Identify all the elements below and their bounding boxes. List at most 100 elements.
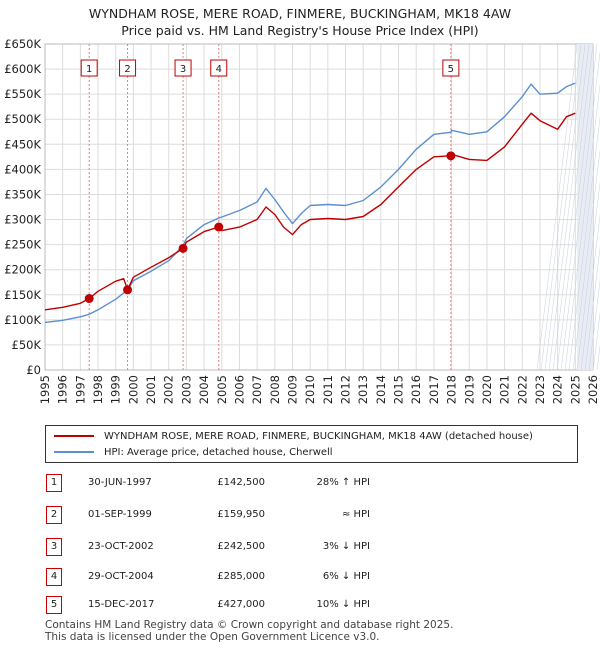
x-tick-label: 2002 [162,375,176,404]
chart-grid [44,43,594,371]
chart-subtitle: Price paid vs. HM Land Registry's House … [121,23,479,38]
x-tick-label: 2015 [392,375,406,404]
x-tick-label: 2011 [321,375,335,404]
price-chart: 1 2 3 4 5 £0 £50K £100K £150K £200K £250K £300K £35… [4,37,600,404]
future-hatch [552,43,594,371]
x-tick-label: 2016 [409,375,423,404]
y-tick-label: £600K [4,62,41,76]
y-tick-label: £300K [4,213,41,227]
sale-badges: 1 2 3 4 5 [80,59,460,77]
sale-badge-label: 1 [86,64,92,75]
y-tick-label: £150K [4,288,41,302]
future-hatch [564,83,600,371]
table-row: 2 01-SEP-1999 £159,950 ≈ HPI [0,506,600,526]
table-row: 4 29-OCT-2004 £285,000 6% ↓ HPI [0,568,600,588]
x-tick-label: 1995 [38,375,52,404]
x-axis: 1995 1996 1997 1998 1999 2000 2001 2002 2003 2004… [38,375,600,404]
row-price: £159,950 [217,509,265,520]
row-number-badge: 4 [46,568,62,586]
future-hatch [588,279,600,371]
future-hatch [584,246,600,371]
chart-legend: WYNDHAM ROSE, MERE ROAD, FINMERE, BUCKIN… [45,425,578,463]
x-tick-label: 2000 [126,375,140,404]
row-date: 01-SEP-1999 [88,509,152,520]
table-row: 3 23-OCT-2002 £242,500 3% ↓ HPI [0,538,600,558]
x-tick-label: 2006 [232,375,246,404]
x-tick-label: 2024 [551,375,565,404]
sale-point [84,294,94,304]
legend-label-property: WYNDHAM ROSE, MERE ROAD, FINMERE, BUCKIN… [104,430,533,442]
x-tick-label: 2020 [480,375,494,404]
y-tick-label: £650K [4,37,41,51]
row-number-badge: 5 [46,596,62,614]
y-tick-label: £350K [4,187,41,201]
table-row: 5 15-DEC-2017 £427,000 10% ↓ HPI [0,596,600,616]
row-date: 15-DEC-2017 [88,599,155,610]
y-tick-label: £550K [4,87,41,101]
x-tick-label: 2013 [356,375,370,404]
x-tick-label: 2022 [515,375,529,404]
x-tick-label: 2025 [568,375,582,404]
x-tick-label: 2017 [427,375,441,404]
legend-item-hpi: HPI: Average price, detached house, Cher… [54,444,333,460]
legend-item-property: WYNDHAM ROSE, MERE ROAD, FINMERE, BUCKIN… [54,428,533,444]
row-date: 30-JUN-1997 [88,477,152,488]
x-tick-label: 1996 [56,375,70,404]
x-tick-label: 1998 [91,375,105,404]
x-tick-label: 2026 [586,375,600,404]
x-tick-label: 2004 [197,375,211,404]
hpi-series-line [44,82,576,324]
y-tick-label: £200K [4,263,41,277]
future-hatch [548,43,590,371]
y-tick-label: £250K [4,238,41,252]
chart-title: WYNDHAM ROSE, MERE ROAD, FINMERE, BUCKIN… [88,6,512,21]
y-tick-label: £400K [4,162,41,176]
x-tick-label: 2021 [498,375,512,404]
sale-badge-box [210,59,228,77]
x-tick-label: 2003 [179,375,193,404]
y-axis: £0 £50K £100K £150K £200K £250K £300K £350K £400… [4,37,41,377]
x-tick-label: 2012 [339,375,353,404]
sale-point [214,222,224,232]
sale-badge-label: 3 [180,64,186,75]
future-hatch [572,148,600,371]
row-date: 29-OCT-2004 [88,571,154,582]
x-tick-label: 2008 [268,375,282,404]
row-hpi-delta: ≈ HPI [341,509,370,520]
footer-copyright: Contains HM Land Registry data © Crown c… [45,619,454,631]
sale-badge-box [174,59,192,77]
row-hpi-delta: 28% ↑ HPI [316,477,370,488]
footer: Contains HM Land Registry data © Crown c… [45,619,453,643]
future-hatch [568,116,600,371]
sale-points [84,151,456,304]
sale-point [123,285,133,295]
row-price: £427,000 [217,599,265,610]
row-price: £285,000 [217,571,265,582]
y-tick-label: £50K [12,338,42,352]
sale-badge-box [442,59,460,77]
footer-licence: This data is licensed under the Open Gov… [45,631,380,643]
row-hpi-delta: 6% ↓ HPI [322,571,370,582]
sale-marker-lines [88,44,452,370]
row-number-badge: 3 [46,538,62,556]
legend-label-hpi: HPI: Average price, detached house, Cher… [104,446,333,458]
sale-point [178,243,188,253]
row-date: 23-OCT-2002 [88,541,154,552]
future-hatch [560,50,600,371]
x-tick-label: 1999 [109,375,123,404]
x-tick-label: 2018 [445,375,459,404]
legend-swatch-hpi [54,451,94,453]
sale-badge-box [119,59,137,77]
x-tick-label: 2010 [303,375,317,404]
future-hatch [536,43,578,371]
table-row: 1 30-JUN-1997 £142,500 28% ↑ HPI [0,474,600,494]
x-tick-label: 2001 [144,375,158,404]
future-hatch [544,43,586,371]
future-hatch [540,43,582,371]
x-tick-label: 2023 [533,375,547,404]
legend-swatch-property [54,435,94,437]
future-hatch [556,43,598,371]
future-hatch [576,181,600,371]
future-hatch [580,213,600,371]
row-hpi-delta: 3% ↓ HPI [322,541,370,552]
